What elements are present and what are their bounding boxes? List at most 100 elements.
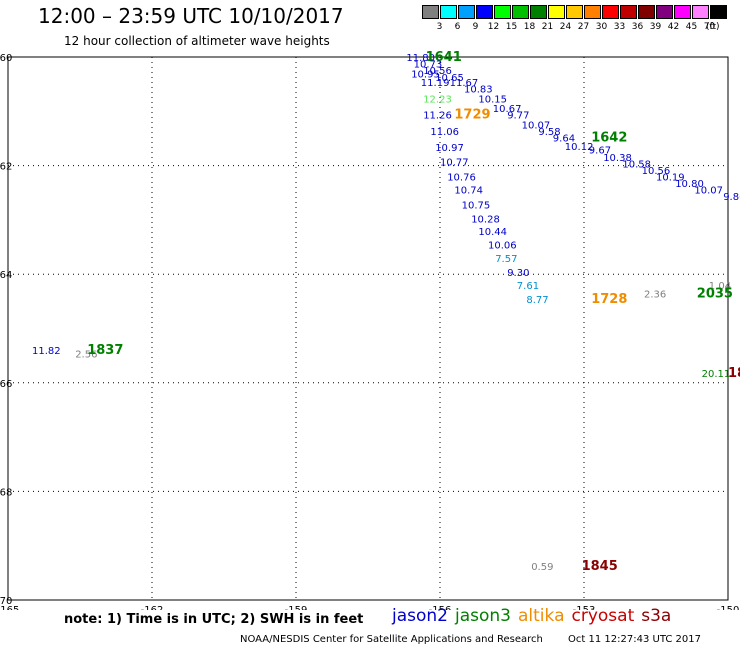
x-tick-label: -156: [429, 605, 452, 610]
wave-height-label: 11.67: [450, 78, 479, 89]
wave-height-label: 10.15: [478, 94, 507, 105]
scale-label: 12: [487, 22, 500, 32]
wave-height-label: 10.07: [694, 185, 723, 196]
x-tick-label: -159: [285, 605, 308, 610]
wave-height-label: 8.77: [526, 295, 548, 306]
x-tick-label: -153: [573, 605, 596, 610]
wave-height-label: 2.36: [644, 290, 666, 301]
legend-jason3: jason3: [455, 606, 511, 626]
footer-note: note: 1) Time is in UTC; 2) SWH is in fe…: [64, 612, 364, 627]
scale-label: 18: [523, 22, 536, 32]
scale-swatch: [656, 5, 673, 19]
x-tick-label: -165: [0, 605, 19, 610]
scale-swatch: [638, 5, 655, 19]
pass-time-label: 1728: [591, 292, 627, 307]
wave-height-label: 10.56: [423, 66, 452, 77]
scale-swatch: [566, 5, 583, 19]
scale-label: 39: [649, 22, 662, 32]
wave-height-label: 10.77: [440, 157, 469, 168]
scale-swatch: [440, 5, 457, 19]
wave-height-label: 10.38: [603, 153, 632, 164]
wave-height-label: 9.30: [507, 268, 529, 279]
wave-height-label: 11.26: [423, 111, 452, 122]
altimeter-plot: -165 -162 -159 -156 -153 -150 -60 -62 -64 -66 -68 -…: [0, 50, 740, 610]
wave-height-label: 10.97: [435, 143, 464, 154]
wave-height-label: 9.86: [723, 192, 740, 203]
wave-height-label: 11.06: [430, 127, 459, 138]
scale-swatch: [512, 5, 529, 19]
wave-height-label: 10.12: [565, 142, 594, 153]
satellite-legend: jason2 jason3 altika cryosat s3a: [392, 606, 678, 626]
scale-swatch: [548, 5, 565, 19]
pass-time-label: 2035: [697, 287, 733, 302]
wave-height-label: 2.56: [75, 349, 97, 360]
scale-swatch: [422, 5, 439, 19]
wave-height-label: 10.67: [493, 104, 522, 115]
plot-frame: [7, 56, 729, 601]
credit-text: NOAA/NESDIS Center for Satellite Applica…: [240, 634, 543, 645]
scale-label: 21: [541, 22, 554, 32]
wave-height-label: 10.56: [642, 166, 671, 177]
scale-label: 6: [454, 22, 461, 32]
scale-label: 42: [667, 22, 680, 32]
scale-swatch: [494, 5, 511, 19]
scale-label: 15: [505, 22, 518, 32]
scale-label: 9: [472, 22, 479, 32]
wave-height-label: 11.19: [421, 78, 450, 89]
wave-height-label: 9.77: [507, 111, 529, 122]
credit-line: NOAA/NESDIS Center for Satellite Applica…: [240, 634, 701, 645]
wave-height-label: 11.80: [406, 53, 435, 64]
wave-height-label: 10.75: [462, 201, 491, 212]
y-tick-label: -64: [0, 270, 12, 281]
scale-label: 45: [685, 22, 698, 32]
scale-swatch: [458, 5, 475, 19]
pass-time-label: 1729: [454, 108, 490, 123]
wave-height-label: 9.64: [553, 133, 575, 144]
scale-swatch: [620, 5, 637, 19]
wave-height-label: 10.44: [478, 227, 507, 238]
wave-height-label: 10.95: [411, 69, 440, 80]
wave-height-label: 11.82: [32, 346, 61, 357]
legend-cryosat: cryosat: [571, 606, 635, 626]
legend-s3a: s3a: [641, 606, 672, 626]
scale-swatch: [602, 5, 619, 19]
wave-height-label: 10.07: [522, 120, 551, 131]
wave-height-label: 9.58: [538, 127, 560, 138]
x-tick-label: -150: [717, 605, 740, 610]
scale-unit: (ft): [706, 22, 720, 32]
wave-height-label: 10.76: [447, 172, 476, 183]
scale-swatch: [710, 5, 727, 19]
wave-height-label: 9.67: [589, 145, 611, 156]
pass-time-label: 1641: [426, 50, 462, 65]
wave-height-label: 7.61: [517, 281, 539, 292]
generated-timestamp: Oct 11 12:27:43 UTC 2017: [568, 634, 701, 645]
wave-height-color-scale: 3 6 9 12 15 18 21 24 27 30 33 36 39 42 45 70 (ft): [422, 5, 728, 35]
legend-altika: altika: [518, 606, 565, 626]
scale-label: 3: [436, 22, 443, 32]
wave-height-label: 10.28: [471, 214, 500, 225]
scale-label: 30: [595, 22, 608, 32]
scale-swatch: [674, 5, 691, 19]
scale-swatch: [692, 5, 709, 19]
scale-label: 27: [577, 22, 590, 32]
wave-height-label: 7.57: [495, 254, 517, 265]
scale-label: 33: [613, 22, 626, 32]
chart-title: 12:00 – 23:59 UTC 10/10/2017: [38, 4, 344, 28]
y-tick-label: -68: [0, 487, 12, 498]
chart-subtitle: 12 hour collection of altimeter wave hei…: [64, 34, 330, 48]
pass-time-label: 1845: [582, 559, 618, 574]
y-tick-label: -70: [0, 596, 12, 607]
wave-height-label: 1.04: [709, 281, 731, 292]
wave-height-label: 12.23: [423, 94, 452, 105]
wave-height-label: 20.11: [702, 369, 731, 380]
y-tick-label: -60: [0, 53, 12, 64]
wave-height-label: 0.59: [531, 562, 553, 573]
pass-time-label: 18: [728, 366, 740, 381]
wave-height-label: 10.74: [454, 185, 483, 196]
x-tick-label: -162: [141, 605, 164, 610]
scale-swatch: [476, 5, 493, 19]
scale-label: 36: [631, 22, 644, 32]
scale-label: 70: [703, 22, 716, 32]
wave-height-label: 10.58: [622, 159, 651, 170]
wave-height-label: 10.80: [675, 179, 704, 190]
